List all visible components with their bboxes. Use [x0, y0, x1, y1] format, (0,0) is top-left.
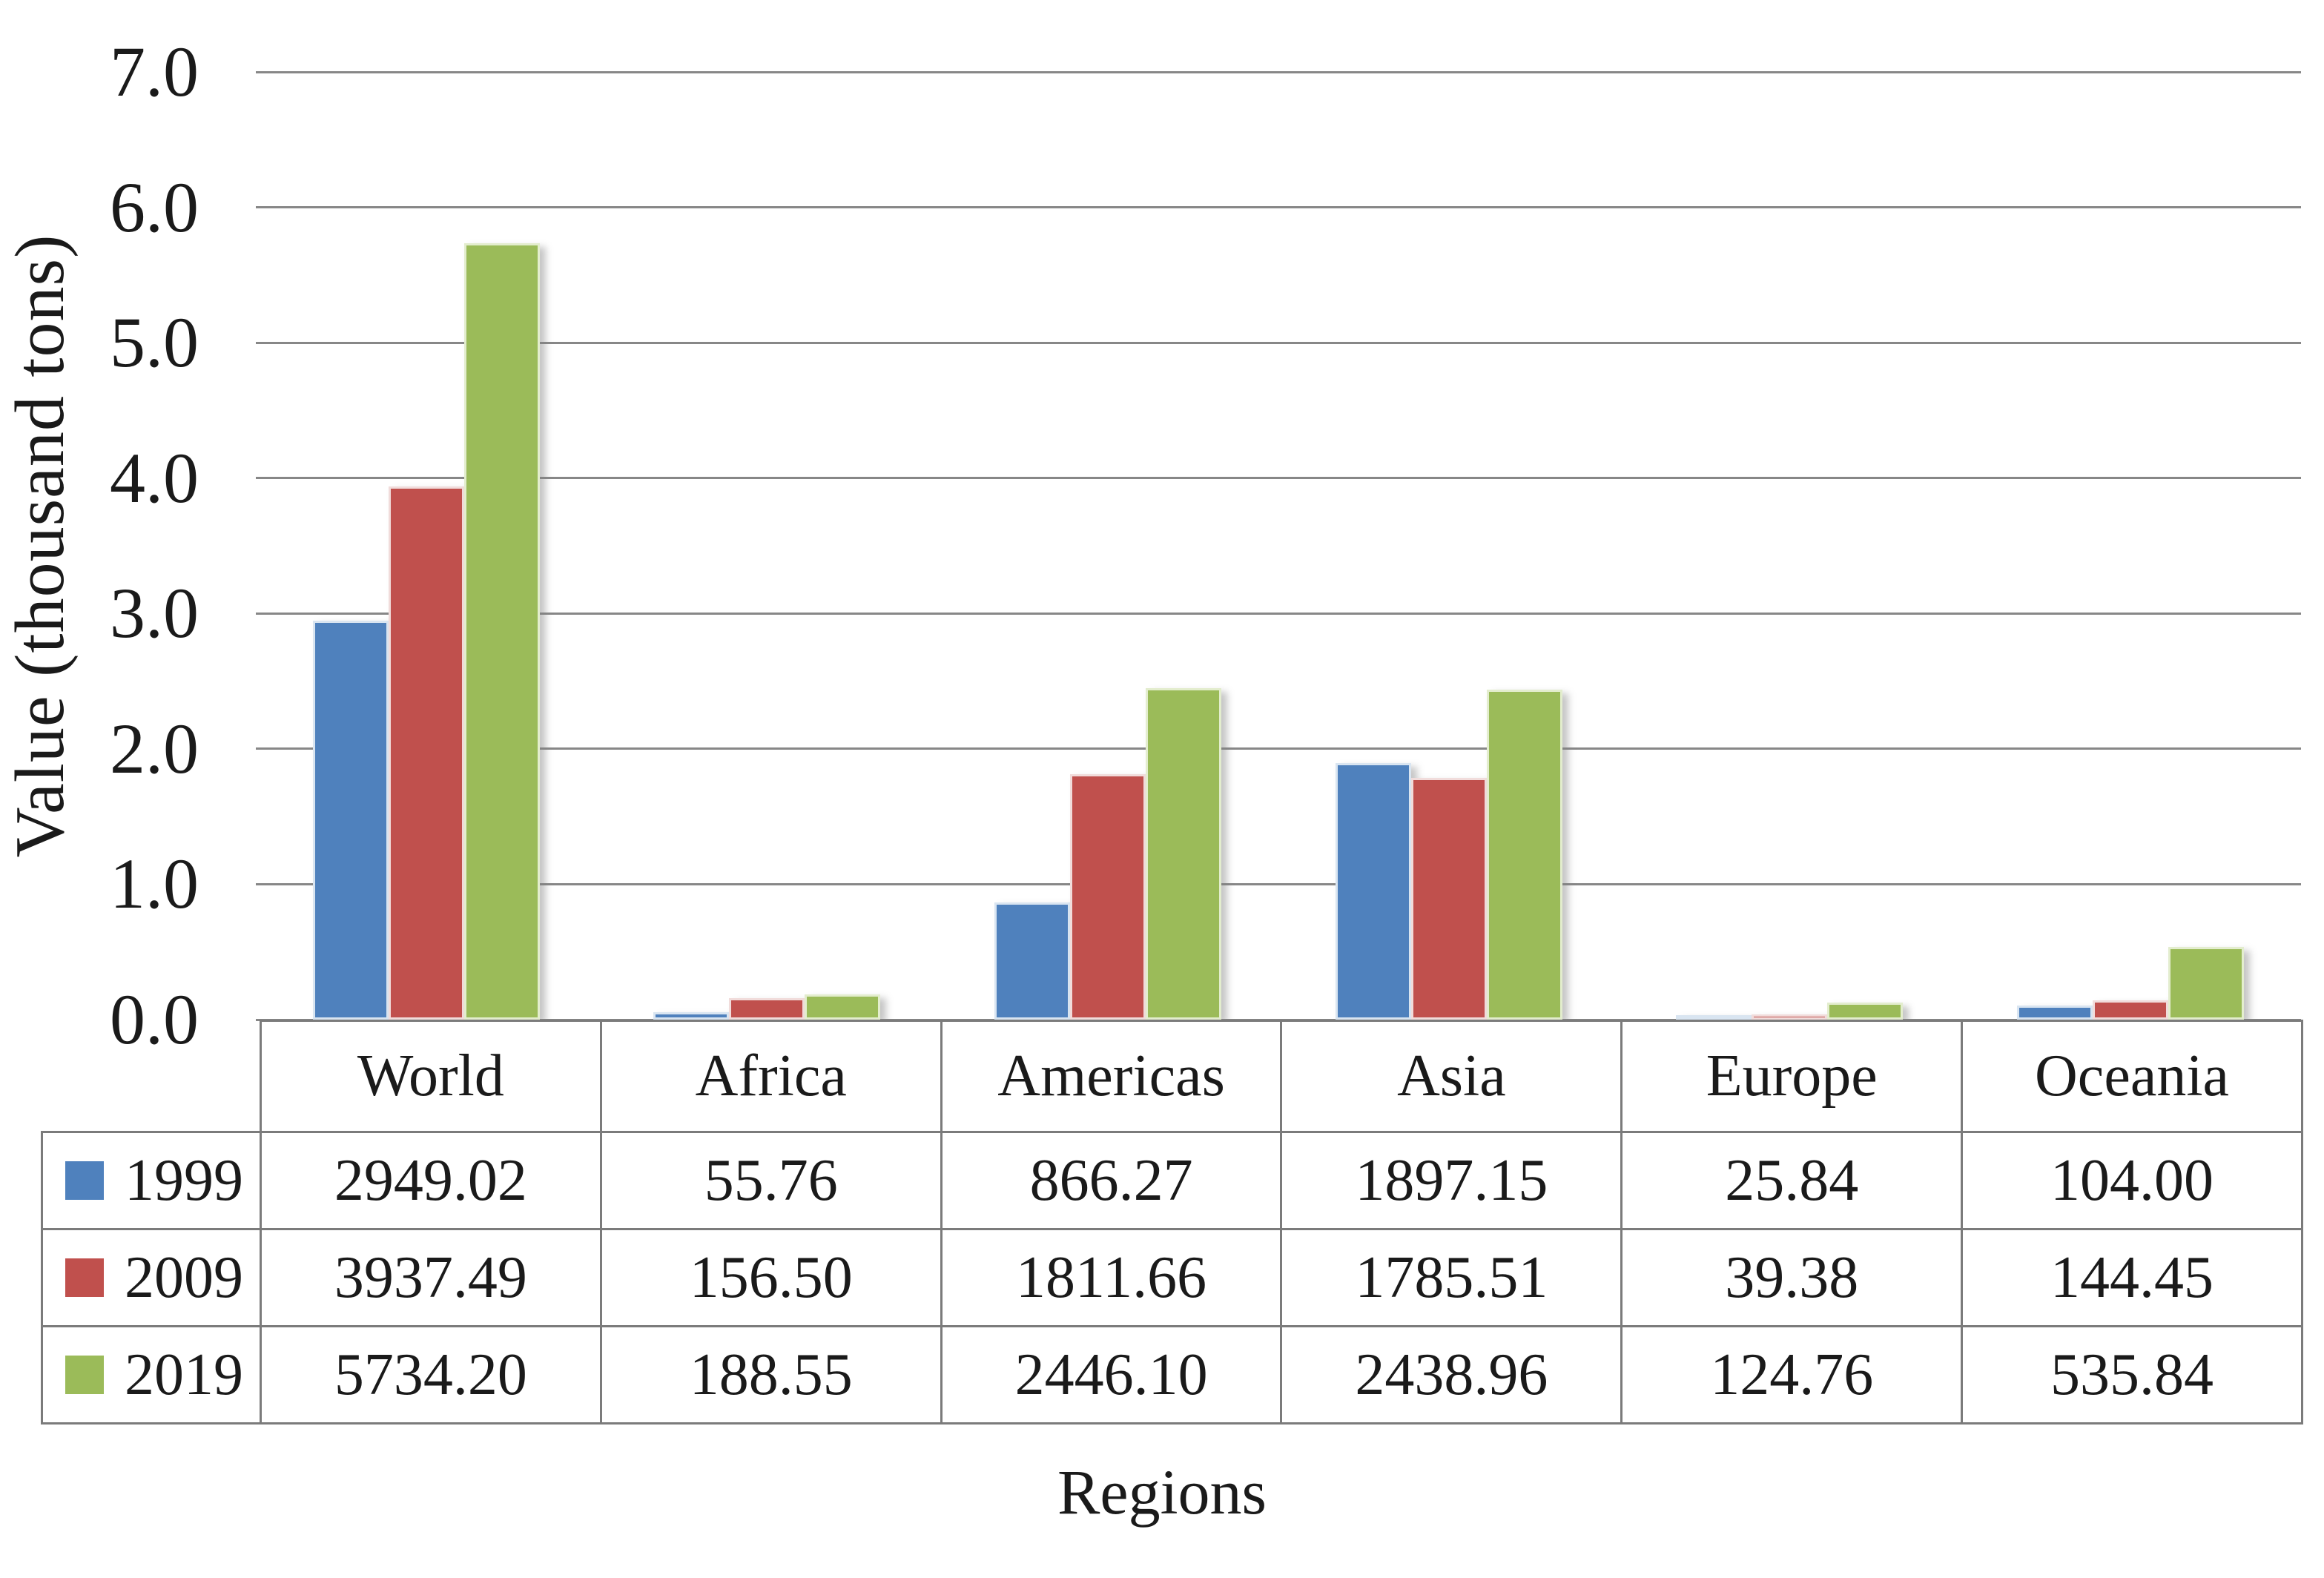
- bar-1999-europe: [1676, 1015, 1752, 1020]
- table-header-oceania: Oceania: [1961, 1020, 2303, 1133]
- table-cell-2019-americas: 2446.10: [940, 1325, 1283, 1425]
- table-cell-2019-africa: 188.55: [599, 1325, 943, 1425]
- table-cell-2009-oceania: 144.45: [1961, 1228, 2303, 1327]
- x-axis-title: Regions: [1057, 1456, 1267, 1528]
- table-cell-1999-europe: 25.84: [1620, 1131, 1964, 1230]
- bar-group-oceania: [1960, 72, 2301, 1020]
- bar-2009-americas: [1070, 774, 1146, 1020]
- bar-2019-world: [463, 243, 540, 1020]
- bar-group-americas: [937, 72, 1278, 1020]
- table-body: World Africa Americas Asia Europe Oceania 1999…: [41, 1020, 2303, 1425]
- y-tick-label-5.0: 5.0: [110, 303, 199, 383]
- legend-swatch-2019: [65, 1356, 104, 1394]
- legend-year-label: 1999: [125, 1147, 243, 1213]
- bar-1999-americas: [994, 902, 1071, 1020]
- legend-cell-2019: 2019: [41, 1325, 262, 1425]
- bar-2009-europe: [1752, 1014, 1828, 1020]
- y-tick-label-6.0: 6.0: [110, 167, 199, 247]
- table-cell-2009-africa: 156.50: [599, 1228, 943, 1327]
- gridline-4.0: [256, 477, 2301, 480]
- bar-2019-americas: [1146, 688, 1222, 1020]
- bar-2009-africa: [729, 998, 805, 1020]
- table-header-americas: Americas: [940, 1020, 1283, 1133]
- y-tick-label-7.0: 7.0: [110, 32, 199, 111]
- y-tick-label-3.0: 3.0: [110, 573, 199, 653]
- table-cell-1999-world: 2949.02: [260, 1131, 602, 1230]
- bar-1999-asia: [1335, 762, 1411, 1020]
- legend-year-label: 2009: [125, 1244, 243, 1310]
- gridline-0.0: [256, 1018, 2301, 1021]
- table-row-2019: 2019 5734.20 188.55 2446.10 2438.96 124.76 535…: [41, 1325, 2303, 1425]
- gridline-6.0: [256, 206, 2301, 209]
- bar-2019-europe: [1827, 1003, 1904, 1020]
- bar-2019-asia: [1486, 689, 1562, 1020]
- table-cell-2019-europe: 124.76: [1620, 1325, 1964, 1425]
- table-corner-empty: [42, 1021, 261, 1132]
- gridline-1.0: [256, 882, 2301, 885]
- bar-1999-oceania: [2017, 1006, 2093, 1020]
- legend-swatch-1999: [65, 1161, 104, 1200]
- table-row-1999: 1999 2949.02 55.76 866.27 1897.15 25.84 104.00: [41, 1131, 2303, 1230]
- bar-2009-oceania: [2093, 1000, 2169, 1020]
- bar-2019-africa: [805, 994, 881, 1020]
- legend-year-label: 2019: [125, 1341, 243, 1407]
- table-cell-2009-asia: 1785.51: [1280, 1228, 1623, 1327]
- gridline-5.0: [256, 341, 2301, 344]
- bar-group-world: [256, 72, 597, 1020]
- table-header-africa: Africa: [599, 1020, 943, 1133]
- bar-group-africa: [597, 72, 938, 1020]
- table-cell-2009-world: 3937.49: [260, 1228, 602, 1327]
- bar-1999-africa: [653, 1011, 730, 1020]
- table-header-asia: Asia: [1280, 1020, 1623, 1133]
- table-cell-1999-oceania: 104.00: [1961, 1131, 2303, 1230]
- table-header-europe: Europe: [1620, 1020, 1964, 1133]
- y-axis-tick-labels: 7.0 6.0 5.0 4.0 3.0 2.0 1.0 0.0: [0, 36, 199, 1055]
- y-tick-label-2.0: 2.0: [110, 708, 199, 788]
- bar-2019-oceania: [2168, 947, 2245, 1020]
- data-table: World Africa Americas Asia Europe Oceania 1999…: [41, 1020, 2303, 1425]
- table-cell-2019-world: 5734.20: [260, 1325, 602, 1425]
- plot-area: [256, 70, 2301, 1021]
- bar-group-europe: [1620, 72, 1961, 1020]
- table-row-2009: 2009 3937.49 156.50 1811.66 1785.51 39.38 144.…: [41, 1228, 2303, 1327]
- gridline-7.0: [256, 70, 2301, 73]
- bar-2009-asia: [1410, 778, 1487, 1020]
- table-cell-1999-africa: 55.76: [599, 1131, 943, 1230]
- gridline-3.0: [256, 612, 2301, 615]
- y-tick-label-4.0: 4.0: [110, 438, 199, 518]
- table-cell-1999-asia: 1897.15: [1280, 1131, 1623, 1230]
- bar-group-asia: [1278, 72, 1620, 1020]
- bar-2009-world: [388, 486, 464, 1020]
- table-cell-2009-europe: 39.38: [1620, 1228, 1964, 1327]
- table-header-world: World: [260, 1020, 602, 1133]
- table-cell-1999-americas: 866.27: [940, 1131, 1283, 1230]
- legend-swatch-2009: [65, 1258, 104, 1297]
- table-cell-2019-asia: 2438.96: [1280, 1325, 1623, 1425]
- y-tick-label-1.0: 1.0: [110, 844, 199, 924]
- y-tick-label-0.0: 0.0: [110, 980, 199, 1059]
- table-cell-2019-oceania: 535.84: [1961, 1325, 2303, 1425]
- bar-1999-world: [312, 620, 389, 1020]
- gridline-2.0: [256, 747, 2301, 750]
- table-cell-2009-americas: 1811.66: [940, 1228, 1283, 1327]
- legend-cell-2009: 2009: [41, 1228, 262, 1327]
- legend-cell-1999: 1999: [41, 1131, 262, 1230]
